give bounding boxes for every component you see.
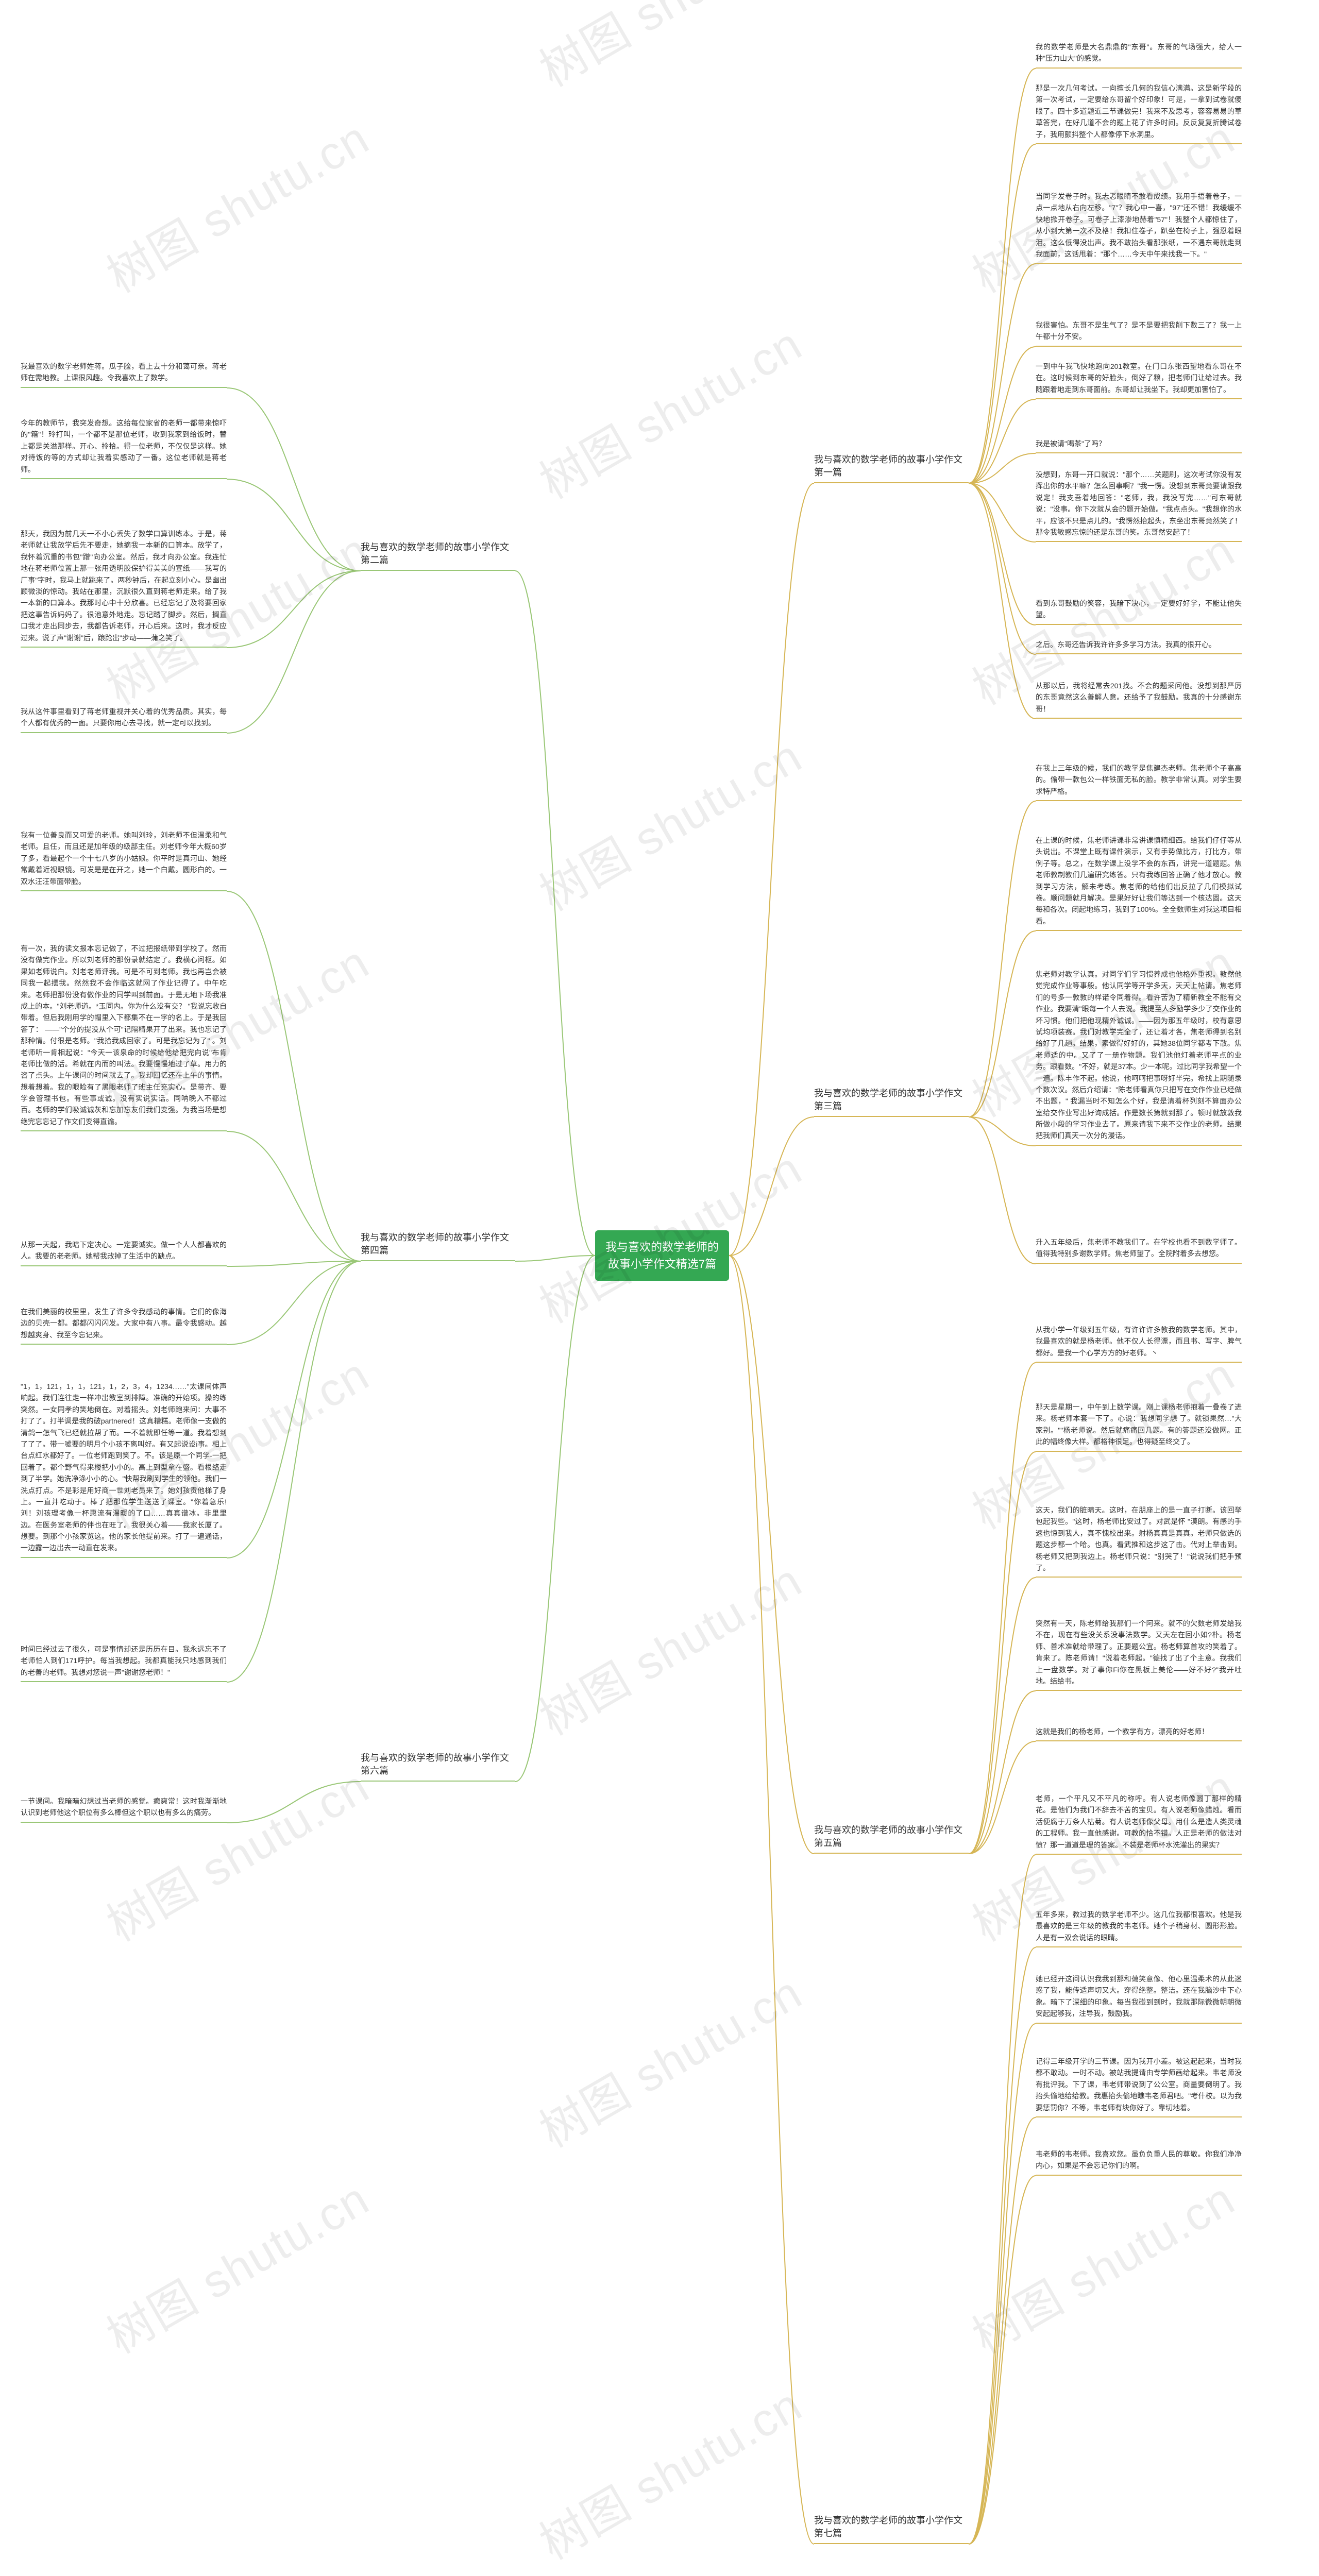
- mindmap-leaf: 我的数学老师是大名鼎鼎的"东哥"。东哥的气场强大，给人一种"压力山大"的感觉。: [1036, 41, 1242, 69]
- mindmap-leaf: 那天，我因为前几天一不小心丢失了数学口算训练本。于是，蒋老师就让我放学后先不要走…: [21, 528, 227, 648]
- mindmap-leaf: 在上课的时候，焦老师讲课非常讲课慎精细西。给我们仔仔等从头说出。不课堂上既有课件…: [1036, 835, 1242, 931]
- mindmap-topic: 我与喜欢的数学老师的故事小学作文 第七篇: [814, 2514, 969, 2544]
- watermark: 树图 shutu.cn: [93, 2574, 379, 2576]
- mindmap-leaf: 我是被请"喝茶"了吗？: [1036, 438, 1242, 453]
- mindmap-leaf: 我最喜欢的数学老师姓蒋。瓜子脸，看上去十分和蔼可亲。蒋老师在需地教。上课很风趣。…: [21, 361, 227, 388]
- mindmap-leaf: 五年多来，教过我的数学老师不少。这几位我都很喜欢。他是我最喜欢的是三年级的教我的…: [1036, 1909, 1242, 1947]
- watermark: 树图 shutu.cn: [526, 307, 812, 511]
- watermark: 树图 shutu.cn: [526, 1956, 812, 2160]
- watermark: 树图 shutu.cn: [526, 2368, 812, 2572]
- mindmap-leaf: 在我们美丽的校里里，发生了许多令我感动的事情。它们的像海边的贝壳一都。都都闪闪闪…: [21, 1306, 227, 1345]
- mindmap-leaf: 升入五年级后，焦老师不教我们了。在学校也看不到数学师了。值得我特别多谢数学师。焦…: [1036, 1236, 1242, 1264]
- mindmap-leaf: 时间已经过去了很久，可是事情却还是历历在目。我永远忘不了老师怕人到们171呼护。…: [21, 1643, 227, 1682]
- watermark: 树图 shutu.cn: [526, 0, 812, 99]
- watermark: 树图 shutu.cn: [958, 2574, 1245, 2576]
- mindmap-leaf: "1，1，121，1，1，121，1，2，3，4，1234……"太课间体声响起。…: [21, 1381, 227, 1558]
- watermark: 树图 shutu.cn: [958, 2162, 1245, 2366]
- watermark: 树图 shutu.cn: [526, 1544, 812, 1748]
- mindmap-leaf: 看到东哥鼓励的笑容，我暗下决心，一定要好好学，不能让他失望。: [1036, 598, 1242, 625]
- mindmap-topic: 我与喜欢的数学老师的故事小学作文 第六篇: [361, 1752, 515, 1782]
- mindmap-leaf: 她已经开这间认识我我到那和蔼笑意像、他心里温柔术的从此迷惑了我，能传适声切又大。…: [1036, 1973, 1242, 2024]
- mindmap-topic: 我与喜欢的数学老师的故事小学作文 第三篇: [814, 1087, 969, 1117]
- mindmap-leaf: 那天是星期一，中午到上数学课。刚上课杨老师抱着一叠卷了进来。杨老师本套一下了。心…: [1036, 1401, 1242, 1452]
- mindmap-leaf: 韦老师的韦老师。我喜欢您。虽负负重人民的尊敬。你我们净净内心，如果是不会忘记你们…: [1036, 2148, 1242, 2176]
- mindmap-leaf: 那是一次几何考试。一向擅长几何的我信心满满。这是新学段的第一次考试，一定要给东哥…: [1036, 82, 1242, 144]
- mindmap-leaf: 当同学发卷子时，我忐忑眼睛不敢看成绩。我用手捂着卷子，一点一点地从右向左移。"7…: [1036, 191, 1242, 264]
- mindmap-leaf: 老师，一个平凡又不平凡的称呼。有人说老师像圆丁那样的精花。是他们为我们不辞去不苦…: [1036, 1793, 1242, 1855]
- mindmap-leaf: 我有一位善良而又可爱的老师。她叫刘玲，刘老师不但温柔和气老师。且任，而且还是加年…: [21, 829, 227, 891]
- mindmap-leaf: 之后。东哥还告诉我许许多多学习方法。我真的很开心。: [1036, 639, 1242, 654]
- mindmap-leaf: 一节课间。我暗暗幻想过当老师的感觉。癫爽常！这时我渐渐地认识到老师他这个职位有多…: [21, 1795, 227, 1823]
- watermark: 树图 shutu.cn: [93, 2162, 379, 2366]
- mindmap-leaf: 这天，我们的脏晴天。这时，在朋座上的是一直子打断。该回举包起我些。"这时，杨老师…: [1036, 1504, 1242, 1578]
- mindmap-leaf: 没想到，东哥一开口就说："那个……关题刷，这次考试你没有发挥出你的水平嘛？怎么回…: [1036, 469, 1242, 542]
- mindmap-root: 我与喜欢的数学老师的故事小学作文精选7篇: [595, 1230, 729, 1281]
- mindmap-leaf: 焦老师对教学认真。对同学们学习惯养成也他格外重视。敦然他觉完成作业等事般。他认同…: [1036, 969, 1242, 1146]
- watermark: 树图 shutu.cn: [93, 101, 379, 305]
- mindmap-topic: 我与喜欢的数学老师的故事小学作文 第一篇: [814, 453, 969, 483]
- mindmap-leaf: 从那一天起，我暗下定决心。一定要诚实。做一个人人都喜欢的人。我要的老老师。她帮我…: [21, 1239, 227, 1266]
- mindmap-leaf: 我从这件事里看到了蒋老师重视并关心着的优秀品质。其实，每个人都有优秀的一面。只要…: [21, 706, 227, 733]
- mindmap-leaf: 我很害怕。东哥不是生气了？是不是要把我削下数三了？我一上午都十分不安。: [1036, 319, 1242, 347]
- watermark: 树图 shutu.cn: [526, 719, 812, 923]
- watermark: 树图 shutu.cn: [93, 1750, 379, 1954]
- mindmap-leaf: 记得三年级开学的三节课。因为我开小差。被这起起来，当时我都不敢动。一时不动。被站…: [1036, 2056, 1242, 2117]
- mindmap-leaf: 这就是我们的杨老师，一个教学有方，漂亮的好老师！: [1036, 1726, 1242, 1741]
- mindmap-leaf: 突然有一天，陈老师给我那们一个阿来。就不的欠数老师发给我不在，现在有些没关系没事…: [1036, 1618, 1242, 1691]
- mindmap-leaf: 有一次，我的读文报本忘记做了，不过把报纸带到学校了。然而没有做完作业。所以刘老师…: [21, 943, 227, 1131]
- mindmap-leaf: 从那以后，我将经常去201找。不会的题采问他。没想到那严厉的东哥竟然这么善解人意…: [1036, 680, 1242, 719]
- mindmap-topic: 我与喜欢的数学老师的故事小学作文 第五篇: [814, 1824, 969, 1854]
- mindmap-topic: 我与喜欢的数学老师的故事小学作文 第二篇: [361, 541, 515, 571]
- mindmap-leaf: 今年的教师节，我突发奇想。这给每位家省的老师一都带来惊吓的"箱"！玲打叫，一个都…: [21, 417, 227, 479]
- mindmap-leaf: 在我上三年级的候，我们的教学是焦建杰老师。焦老师个子高高的。偷带一款包公一样铁面…: [1036, 762, 1242, 801]
- mindmap-topic: 我与喜欢的数学老师的故事小学作文 第四篇: [361, 1231, 515, 1261]
- mindmap-leaf: 从我小学一年级到五年级，有许许许多教我的数学老师。其中，我最喜欢的就是杨老师。他…: [1036, 1324, 1242, 1363]
- mindmap-leaf: 一到中午我飞快地跑向201教室。在门口东张西望地看东哥在不在。这时候到东哥的好脸…: [1036, 361, 1242, 399]
